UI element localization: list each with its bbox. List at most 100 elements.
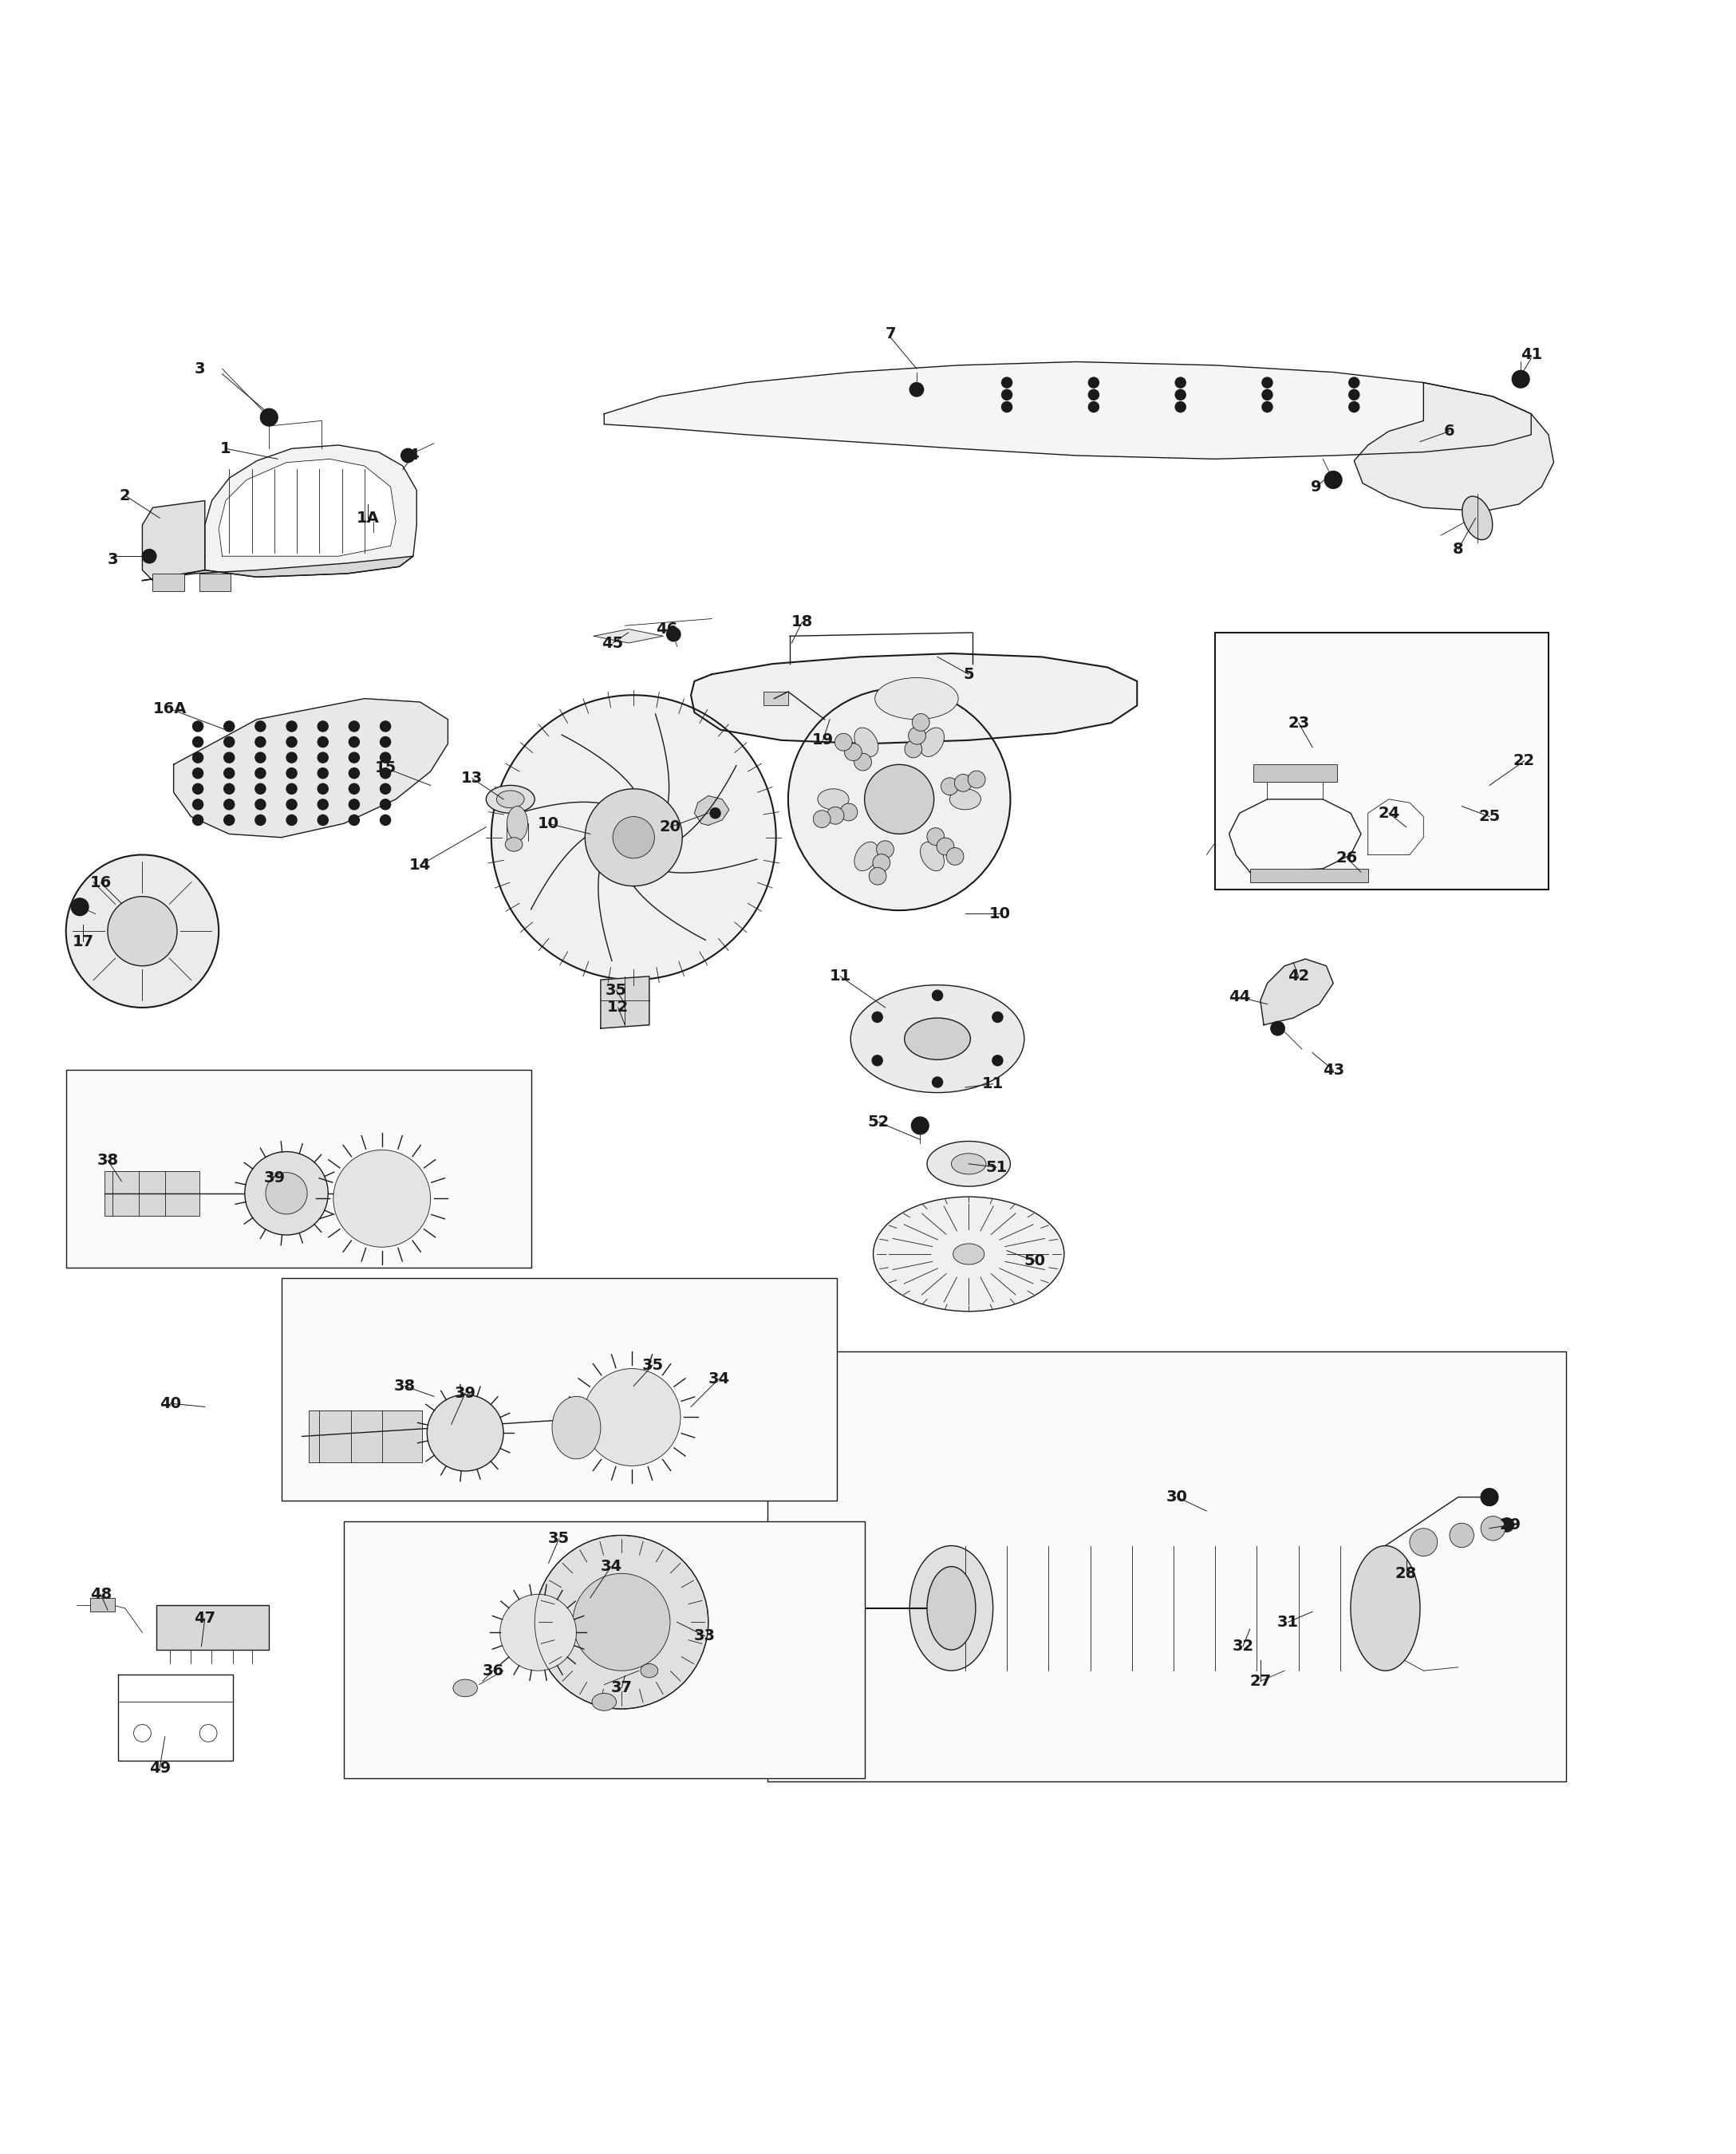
Text: 14: 14 xyxy=(410,857,431,872)
Text: 32: 32 xyxy=(1233,1639,1253,1654)
Text: 16: 16 xyxy=(90,875,111,890)
Text: 11: 11 xyxy=(830,969,851,984)
Text: 28: 28 xyxy=(1396,1566,1417,1581)
Bar xyxy=(104,1172,200,1215)
Circle shape xyxy=(1500,1519,1514,1531)
Ellipse shape xyxy=(1462,495,1493,541)
Circle shape xyxy=(401,448,415,463)
Circle shape xyxy=(1271,1021,1285,1036)
Circle shape xyxy=(224,752,234,763)
Ellipse shape xyxy=(927,1142,1010,1187)
Text: 7: 7 xyxy=(885,327,896,342)
Polygon shape xyxy=(219,459,396,556)
Circle shape xyxy=(854,754,871,771)
Text: 25: 25 xyxy=(1479,810,1500,825)
Ellipse shape xyxy=(904,1019,970,1060)
Circle shape xyxy=(1088,390,1099,401)
Circle shape xyxy=(1481,1488,1498,1506)
Text: 11: 11 xyxy=(983,1077,1003,1092)
Polygon shape xyxy=(1354,383,1554,510)
Circle shape xyxy=(583,1368,681,1467)
Circle shape xyxy=(969,771,986,788)
Circle shape xyxy=(245,1152,328,1234)
Text: 10: 10 xyxy=(990,907,1010,922)
Circle shape xyxy=(1262,390,1272,401)
Circle shape xyxy=(193,799,203,810)
Circle shape xyxy=(255,769,266,778)
Circle shape xyxy=(844,743,861,760)
Circle shape xyxy=(613,816,654,857)
Text: 40: 40 xyxy=(160,1396,181,1411)
Circle shape xyxy=(349,722,359,732)
Ellipse shape xyxy=(951,1152,986,1174)
Circle shape xyxy=(1410,1529,1437,1555)
Circle shape xyxy=(380,737,391,747)
Circle shape xyxy=(1262,377,1272,388)
Text: 13: 13 xyxy=(462,771,483,786)
Circle shape xyxy=(380,784,391,795)
Circle shape xyxy=(333,1150,431,1247)
Text: 16A: 16A xyxy=(153,702,187,717)
Circle shape xyxy=(193,769,203,778)
Circle shape xyxy=(318,799,328,810)
Circle shape xyxy=(224,722,234,732)
Circle shape xyxy=(871,1055,882,1066)
Circle shape xyxy=(1349,401,1359,411)
Circle shape xyxy=(585,788,682,885)
Circle shape xyxy=(1512,370,1529,388)
Circle shape xyxy=(911,713,929,730)
Circle shape xyxy=(318,722,328,732)
Ellipse shape xyxy=(851,984,1024,1092)
Ellipse shape xyxy=(920,842,944,870)
Ellipse shape xyxy=(953,1243,984,1264)
Polygon shape xyxy=(142,556,413,582)
Circle shape xyxy=(380,722,391,732)
Text: 36: 36 xyxy=(483,1663,503,1678)
Circle shape xyxy=(1450,1523,1474,1547)
Circle shape xyxy=(224,784,234,795)
Circle shape xyxy=(955,773,972,793)
Circle shape xyxy=(380,799,391,810)
Polygon shape xyxy=(205,446,417,577)
Bar xyxy=(90,1598,115,1611)
Circle shape xyxy=(224,769,234,778)
Circle shape xyxy=(710,808,720,819)
Circle shape xyxy=(380,769,391,778)
Circle shape xyxy=(871,1012,882,1023)
Bar xyxy=(1253,765,1337,782)
Polygon shape xyxy=(694,795,729,825)
Circle shape xyxy=(255,814,266,825)
Circle shape xyxy=(910,383,924,396)
Circle shape xyxy=(71,898,89,915)
Ellipse shape xyxy=(875,679,958,719)
Text: 12: 12 xyxy=(608,999,628,1015)
Ellipse shape xyxy=(592,1693,616,1710)
Circle shape xyxy=(500,1594,576,1672)
Circle shape xyxy=(349,814,359,825)
Text: 30: 30 xyxy=(1167,1491,1187,1506)
Circle shape xyxy=(193,814,203,825)
Circle shape xyxy=(927,827,944,844)
Bar xyxy=(951,1547,1385,1672)
Circle shape xyxy=(286,769,297,778)
Circle shape xyxy=(826,808,844,825)
Ellipse shape xyxy=(818,788,849,810)
Text: 35: 35 xyxy=(549,1531,569,1547)
Text: 39: 39 xyxy=(264,1170,285,1185)
Ellipse shape xyxy=(1351,1547,1420,1672)
Circle shape xyxy=(840,803,858,821)
Circle shape xyxy=(1349,377,1359,388)
Circle shape xyxy=(941,778,958,795)
Ellipse shape xyxy=(505,838,523,851)
Circle shape xyxy=(260,409,278,426)
Ellipse shape xyxy=(453,1680,477,1697)
Circle shape xyxy=(788,687,1010,911)
Text: 38: 38 xyxy=(394,1379,415,1394)
Ellipse shape xyxy=(950,788,981,810)
Polygon shape xyxy=(1368,799,1424,855)
Circle shape xyxy=(1002,390,1012,401)
Text: 48: 48 xyxy=(90,1587,111,1603)
Ellipse shape xyxy=(873,1198,1064,1312)
Circle shape xyxy=(870,868,887,885)
Text: 26: 26 xyxy=(1337,851,1358,866)
